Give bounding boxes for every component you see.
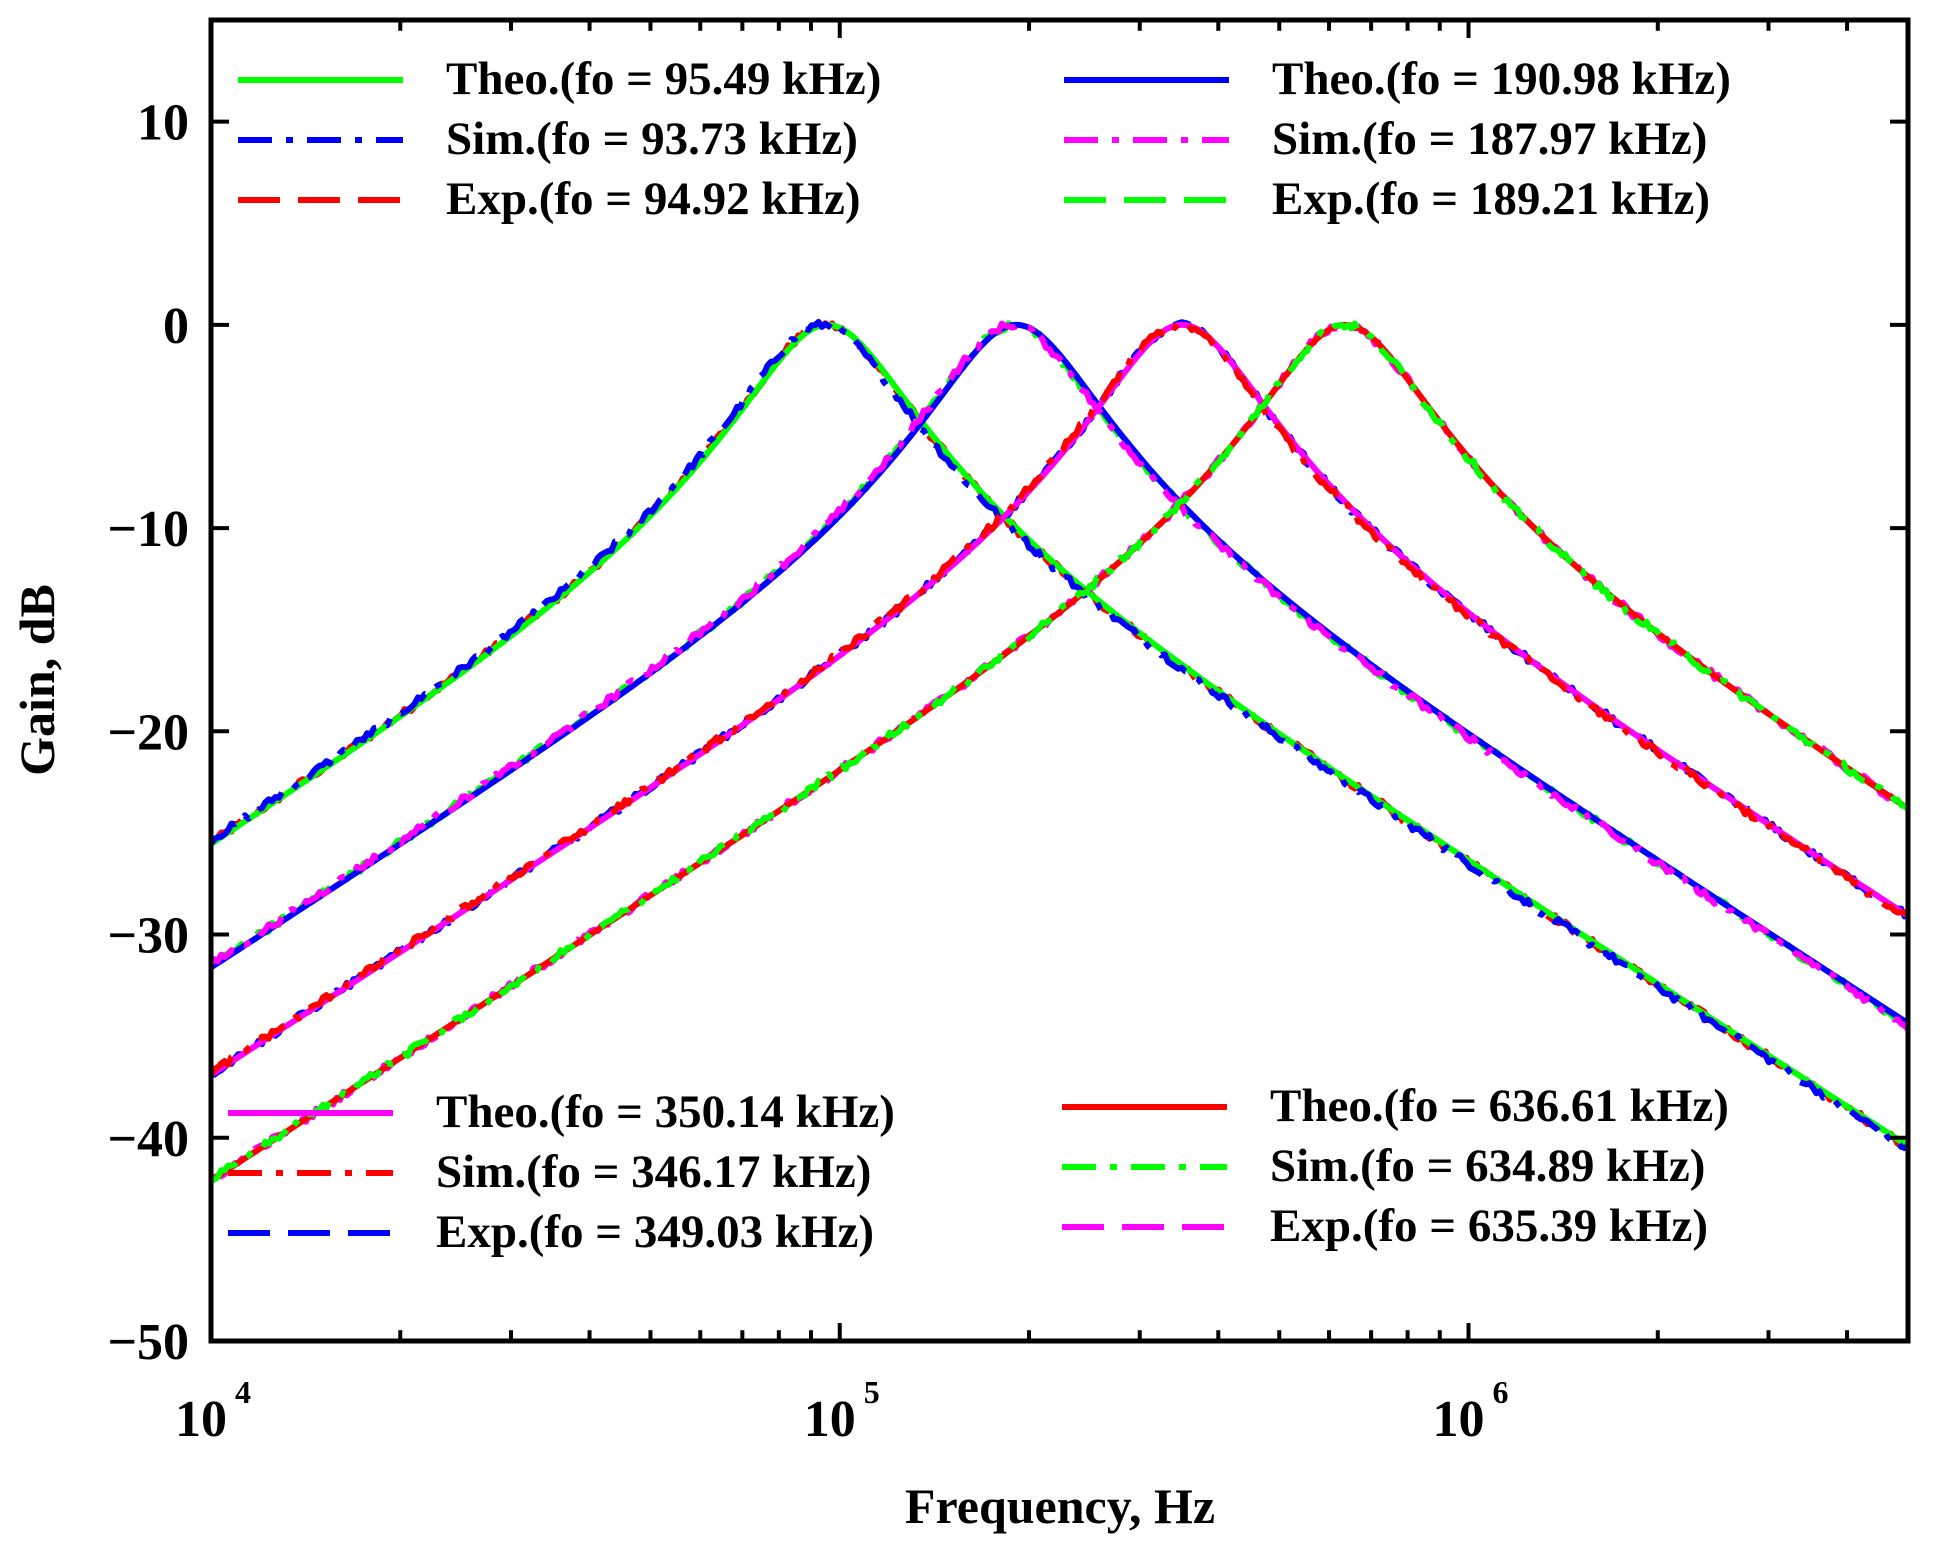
x-axis-label: Frequency, Hz [905, 1478, 1215, 1534]
legend-label-theo-fo-636-61-khz: Theo.(fo = 636.61 kHz) [1270, 1080, 1729, 1132]
y-tick-label: −10 [107, 501, 189, 558]
legend-bottom-right: Theo.(fo = 636.61 kHz) Sim.(fo = 634.89 k… [1062, 1080, 1729, 1252]
legends-layer: Theo.(fo = 95.49 kHz) Sim.(fo = 93.73 kHz… [228, 53, 1731, 1258]
legend-label-exp-fo-349-03-khz: Exp.(fo = 349.03 kHz) [436, 1206, 874, 1258]
y-tick-label: 10 [137, 95, 189, 152]
legend-label-sim-fo-187-97-khz: Sim.(fo = 187.97 kHz) [1272, 113, 1707, 165]
legend-label-exp-fo-635-39-khz: Exp.(fo = 635.39 kHz) [1270, 1200, 1708, 1252]
series-line-sim-fo-634-89-khz [211, 320, 1908, 1184]
legend-label-exp-fo-189-21-khz: Exp.(fo = 189.21 kHz) [1272, 173, 1710, 225]
legend-top-right: Theo.(fo = 190.98 kHz) Sim.(fo = 187.97 k… [1064, 53, 1731, 225]
y-tick-label: −20 [107, 704, 189, 761]
series-line-sim-fo-93-73-khz [211, 318, 1908, 1151]
x-tick-label-exponent: 4 [235, 1374, 251, 1410]
legend-label-exp-fo-94-92-khz: Exp.(fo = 94.92 kHz) [446, 173, 861, 225]
series-line-sim-fo-346-17-khz [211, 318, 1908, 1077]
legend-bottom-left: Theo.(fo = 350.14 kHz) Sim.(fo = 346.17 k… [228, 1086, 895, 1258]
x-tick-label: 10 [1433, 1391, 1485, 1448]
legend-label-sim-fo-93-73-khz: Sim.(fo = 93.73 kHz) [446, 113, 858, 165]
y-tick-label: −30 [107, 908, 189, 965]
legend-label-sim-fo-634-89-khz: Sim.(fo = 634.89 kHz) [1270, 1140, 1705, 1192]
x-tick-label: 10 [175, 1391, 227, 1448]
series-line-sim-fo-187-97-khz [211, 320, 1908, 1032]
y-tick-label: 0 [163, 298, 189, 355]
curves-layer [211, 318, 1908, 1184]
legend-label-theo-fo-350-14-khz: Theo.(fo = 350.14 kHz) [436, 1086, 895, 1138]
x-tick-label-exponent: 6 [1493, 1374, 1509, 1410]
legend-top-left: Theo.(fo = 95.49 kHz) Sim.(fo = 93.73 kHz… [238, 53, 881, 225]
legend-label-sim-fo-346-17-khz: Sim.(fo = 346.17 kHz) [436, 1146, 871, 1198]
legend-label-theo-fo-95-49-khz: Theo.(fo = 95.49 kHz) [446, 53, 881, 105]
plot-frame [208, 17, 1911, 1344]
legend-label-theo-fo-190-98-khz: Theo.(fo = 190.98 kHz) [1272, 53, 1731, 105]
y-tick-label: −40 [107, 1111, 189, 1168]
x-tick-label-exponent: 5 [864, 1374, 880, 1410]
y-axis-label: Gain, dB [9, 584, 65, 776]
y-tick-label: −50 [107, 1314, 189, 1371]
x-tick-label: 10 [804, 1391, 856, 1448]
